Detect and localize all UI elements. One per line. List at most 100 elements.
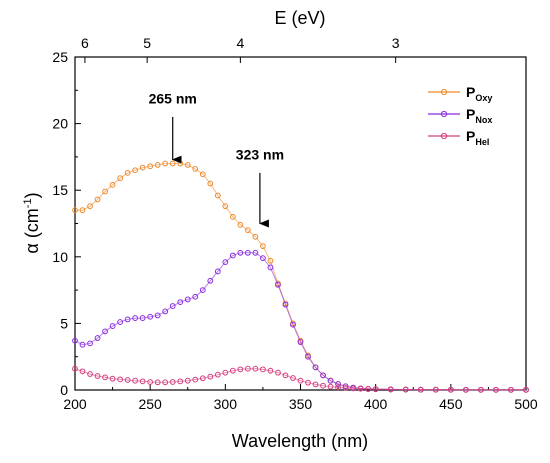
x-tick-label: 450 <box>439 396 463 412</box>
y-axis-title-sup: -1 <box>22 198 34 208</box>
data-point <box>162 379 169 386</box>
data-point <box>297 377 304 384</box>
legend-label-main: P <box>466 84 475 100</box>
legend-label-main: P <box>466 128 475 144</box>
data-point <box>387 386 394 393</box>
data-point <box>222 259 229 266</box>
data-point <box>207 180 214 187</box>
data-point <box>478 386 484 393</box>
data-point <box>184 377 191 384</box>
y-tick-label: 10 <box>52 249 68 265</box>
data-point <box>275 369 281 376</box>
data-point <box>237 221 244 228</box>
data-point <box>154 312 161 319</box>
peak-annotation-label: 265 nm <box>149 91 197 107</box>
series-oxy <box>72 160 529 393</box>
x-tick-label: 400 <box>364 396 388 412</box>
data-point <box>79 368 86 375</box>
top-axis-title: E (eV) <box>274 8 325 28</box>
data-point <box>244 365 251 372</box>
x-tick-label: 250 <box>138 396 162 412</box>
data-point <box>260 255 266 262</box>
data-point <box>290 321 296 328</box>
y-tick-label: 15 <box>52 182 68 198</box>
series-nox <box>72 249 529 393</box>
data-point <box>132 167 139 174</box>
y-axis-title: α (cm-1) <box>22 192 42 253</box>
data-point <box>124 377 131 383</box>
data-point <box>342 385 349 391</box>
top-tick-label: 6 <box>81 35 89 51</box>
data-point <box>139 164 146 171</box>
data-point <box>267 257 274 264</box>
data-point <box>184 161 191 168</box>
data-point <box>365 386 372 392</box>
data-point <box>267 264 274 271</box>
data-point <box>357 385 364 392</box>
data-point <box>192 293 199 300</box>
legend-marker <box>440 88 448 96</box>
legend-label: PNox <box>466 106 492 125</box>
data-point <box>177 299 184 305</box>
data-point <box>147 379 154 385</box>
series-layer <box>72 160 529 393</box>
data-point <box>109 181 116 188</box>
data-point <box>72 365 78 372</box>
data-point <box>139 378 146 385</box>
data-point <box>169 379 176 385</box>
data-point <box>252 233 259 240</box>
data-point <box>402 386 409 393</box>
data-point <box>229 213 236 220</box>
legend-label: POxy <box>466 84 492 103</box>
data-point <box>154 161 161 168</box>
legend-label: PHel <box>466 128 489 147</box>
top-tick-label: 3 <box>392 35 400 51</box>
legend-label-sub: Oxy <box>475 93 492 103</box>
y-tick-label: 25 <box>52 49 68 65</box>
data-point <box>493 386 499 393</box>
legend-label-sub: Hel <box>475 137 489 147</box>
data-point <box>290 375 296 381</box>
data-point <box>252 249 259 256</box>
data-point <box>94 373 101 379</box>
data-point <box>72 207 78 214</box>
data-point <box>267 367 274 374</box>
data-point <box>79 207 86 214</box>
data-point <box>214 371 221 378</box>
x-tick-label: 200 <box>63 396 87 412</box>
data-point <box>417 386 424 393</box>
data-point <box>139 315 146 321</box>
y-axis-title-main: α (cm <box>22 208 42 253</box>
data-point <box>87 340 93 347</box>
data-point <box>102 328 108 335</box>
data-point <box>154 379 161 386</box>
data-point <box>147 313 154 320</box>
series-line <box>75 163 526 391</box>
data-point <box>297 339 304 345</box>
data-point <box>244 249 251 256</box>
data-point <box>260 243 266 250</box>
annotation-layer: 265 nm 323 nm <box>149 91 284 228</box>
data-point <box>87 371 93 377</box>
data-point <box>244 227 251 234</box>
data-point <box>117 376 123 383</box>
data-point <box>252 365 259 372</box>
data-point <box>312 364 319 371</box>
x-tick-label: 350 <box>289 396 313 412</box>
data-point <box>109 375 116 382</box>
top-tick-label: 4 <box>236 35 244 51</box>
data-point <box>72 337 78 344</box>
data-point <box>94 196 101 203</box>
data-point <box>124 169 131 176</box>
data-point <box>237 249 244 256</box>
data-point <box>162 308 169 315</box>
top-tick-label: 5 <box>143 35 151 51</box>
data-point <box>169 303 176 309</box>
legend-label-sub: Nox <box>475 115 492 125</box>
data-point <box>124 316 131 323</box>
data-point <box>132 377 139 384</box>
data-point <box>162 160 169 167</box>
data-point <box>147 163 154 170</box>
